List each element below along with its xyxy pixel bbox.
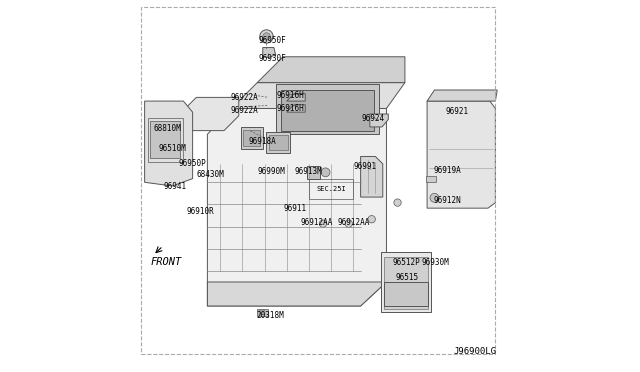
Text: 96922A: 96922A (230, 93, 258, 102)
Text: 96930M: 96930M (421, 258, 449, 267)
Text: 96912AA: 96912AA (338, 218, 370, 227)
Text: 96916H: 96916H (276, 104, 305, 113)
Circle shape (368, 215, 376, 223)
Text: 96919A: 96919A (433, 166, 461, 175)
Text: 96911: 96911 (284, 204, 307, 214)
Polygon shape (276, 84, 379, 134)
Text: 96922A: 96922A (230, 106, 258, 115)
Polygon shape (207, 282, 387, 306)
Text: 68430M: 68430M (196, 170, 224, 179)
Polygon shape (281, 90, 374, 131)
Text: 96930F: 96930F (258, 54, 286, 63)
Text: 96924: 96924 (362, 114, 385, 123)
Text: 96510M: 96510M (159, 144, 186, 153)
Circle shape (394, 199, 401, 206)
Polygon shape (287, 94, 305, 101)
Text: 96921: 96921 (446, 107, 469, 116)
Text: FRONT: FRONT (150, 257, 181, 267)
Polygon shape (145, 101, 193, 186)
Polygon shape (263, 48, 276, 58)
Bar (257, 309, 268, 316)
Bar (150, 121, 180, 158)
Bar (243, 129, 260, 147)
Text: 96990M: 96990M (257, 167, 285, 176)
Text: 96912N: 96912N (433, 196, 461, 205)
Text: 96916H: 96916H (276, 91, 305, 100)
Circle shape (345, 220, 353, 227)
Polygon shape (307, 166, 320, 179)
Text: 96912AA: 96912AA (301, 218, 333, 227)
Text: 68810M: 68810M (154, 124, 181, 133)
Polygon shape (287, 105, 305, 112)
Polygon shape (232, 83, 405, 109)
Polygon shape (384, 282, 428, 306)
Polygon shape (207, 109, 387, 306)
Bar (383, 257, 428, 309)
Polygon shape (360, 157, 383, 197)
Text: 96512P: 96512P (393, 258, 420, 267)
Text: 96950F: 96950F (258, 36, 286, 45)
Bar (269, 135, 287, 150)
Text: 96950P: 96950P (179, 158, 207, 168)
Circle shape (321, 168, 330, 177)
Text: 96913M: 96913M (294, 167, 322, 176)
Polygon shape (370, 114, 388, 127)
Circle shape (263, 33, 270, 40)
Text: 96515: 96515 (396, 273, 419, 282)
Polygon shape (182, 97, 239, 131)
Bar (259, 310, 266, 315)
Bar (148, 118, 184, 162)
Circle shape (430, 193, 439, 202)
Bar (426, 176, 436, 182)
Polygon shape (427, 90, 497, 101)
Polygon shape (257, 57, 405, 83)
Circle shape (260, 30, 273, 43)
Text: 96910R: 96910R (186, 206, 214, 216)
Polygon shape (241, 127, 263, 149)
Circle shape (319, 220, 326, 227)
Text: 96991: 96991 (353, 162, 376, 171)
Polygon shape (427, 101, 495, 208)
Text: SEC.25I: SEC.25I (316, 186, 346, 192)
Polygon shape (266, 132, 291, 153)
Polygon shape (381, 253, 431, 311)
Text: 96918A: 96918A (249, 137, 276, 146)
Text: J96900LG: J96900LG (454, 347, 497, 356)
Text: 20318M: 20318M (256, 311, 284, 320)
Text: 96941: 96941 (164, 182, 187, 191)
